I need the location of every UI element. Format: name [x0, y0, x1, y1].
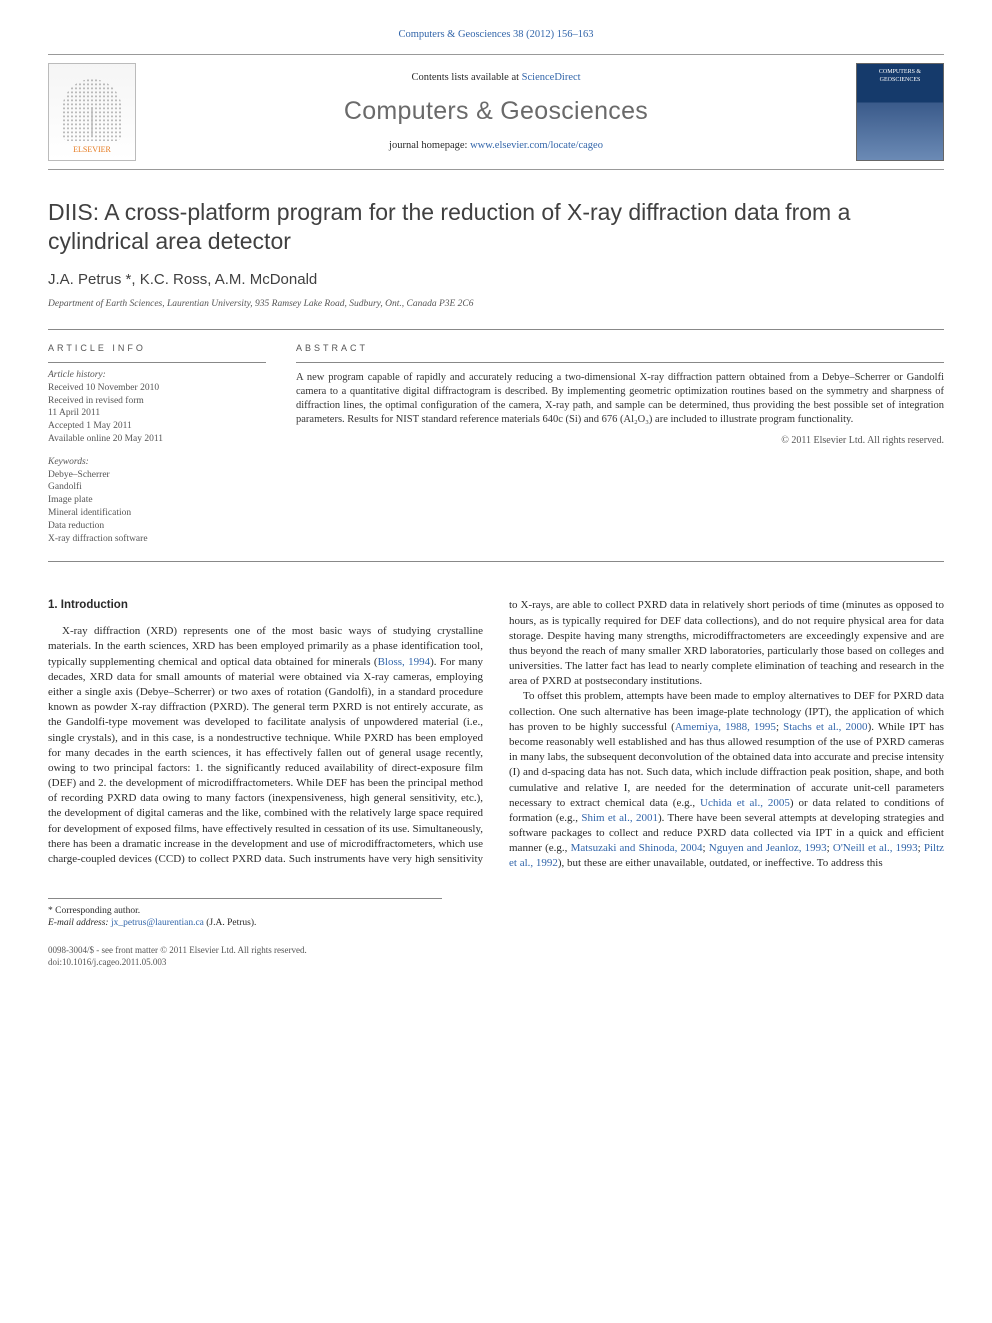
citation-link[interactable]: Bloss, 1994: [378, 656, 431, 668]
citation-link[interactable]: Uchida et al., 2005: [700, 797, 790, 809]
homepage-line: journal homepage: www.elsevier.com/locat…: [148, 139, 844, 153]
homepage-prefix: journal homepage:: [389, 140, 470, 151]
history-accepted: Accepted 1 May 2011: [48, 421, 132, 431]
citation-link[interactable]: Nguyen and Jeanloz, 1993: [709, 842, 827, 854]
keyword: Image plate: [48, 494, 266, 507]
issn-line: 0098-3004/$ - see front matter © 2011 El…: [48, 944, 944, 956]
contents-prefix: Contents lists available at: [411, 72, 521, 83]
top-citation[interactable]: Computers & Geosciences 38 (2012) 156–16…: [48, 28, 944, 42]
footnotes: Corresponding author. E-mail address: jx…: [48, 898, 442, 931]
section-1-heading: 1. Introduction: [48, 598, 483, 614]
abstract-copyright: © 2011 Elsevier Ltd. All rights reserved…: [296, 434, 944, 448]
keyword: Gandolfi: [48, 481, 266, 494]
citation-link[interactable]: Shim et al., 2001: [581, 812, 658, 824]
publisher-logo[interactable]: ELSEVIER: [48, 63, 136, 161]
abstract-label: ABSTRACT: [296, 342, 944, 354]
contents-line: Contents lists available at ScienceDirec…: [148, 71, 844, 85]
email-attribution: (J.A. Petrus).: [204, 918, 257, 928]
keyword: Mineral identification: [48, 507, 266, 520]
authors: J.A. Petrus *, K.C. Ross, A.M. McDonald: [48, 270, 944, 290]
history-revised-1: Received in revised form: [48, 396, 144, 406]
body-text: ). While IPT has become reasonably well …: [509, 721, 944, 809]
keyword: X-ray diffraction software: [48, 533, 266, 546]
abstract-rule: [296, 362, 944, 363]
corresponding-email-line: E-mail address: jx_petrus@laurentian.ca …: [48, 917, 442, 930]
history-received: Received 10 November 2010: [48, 383, 159, 393]
keywords-list: Debye–Scherrer Gandolfi Image plate Mine…: [48, 469, 266, 546]
elsevier-tree-icon: [62, 79, 122, 141]
body-text: ). For many decades, XRD data for small …: [48, 656, 483, 850]
journal-name: Computers & Geosciences: [148, 95, 844, 129]
history-revised-2: 11 April 2011: [48, 408, 100, 418]
keyword: Data reduction: [48, 520, 266, 533]
article-info-row: ARTICLE INFO Article history: Received 1…: [48, 329, 944, 563]
history-label: Article history:: [48, 370, 106, 380]
citation-link[interactable]: Matsuzaki and Shinoda, 2004: [571, 842, 703, 854]
article-history: Article history: Received 10 November 20…: [48, 362, 266, 446]
keywords-label: Keywords:: [48, 457, 89, 467]
body-paragraph: To offset this problem, attempts have be…: [509, 689, 944, 871]
body-text: ), but these are either unavailable, out…: [558, 857, 883, 869]
homepage-link[interactable]: www.elsevier.com/locate/cageo: [470, 140, 603, 151]
affiliation: Department of Earth Sciences, Laurentian…: [48, 298, 944, 311]
article-title: DIIS: A cross-platform program for the r…: [48, 198, 944, 256]
keyword: Debye–Scherrer: [48, 469, 266, 482]
masthead-center: Contents lists available at ScienceDirec…: [136, 71, 856, 153]
email-label: E-mail address:: [48, 918, 111, 928]
history-online: Available online 20 May 2011: [48, 434, 163, 444]
abstract-col: ABSTRACT A new program capable of rapidl…: [296, 342, 944, 546]
keywords-block: Keywords: Debye–Scherrer Gandolfi Image …: [48, 456, 266, 546]
journal-cover-thumb[interactable]: COMPUTERS & GEOSCIENCES: [856, 63, 944, 161]
corresponding-author-note: Corresponding author.: [48, 905, 442, 918]
footer: 0098-3004/$ - see front matter © 2011 El…: [48, 944, 944, 968]
doi-line: doi:10.1016/j.cageo.2011.05.003: [48, 956, 944, 968]
body-columns: 1. Introduction X-ray diffraction (XRD) …: [48, 598, 944, 871]
masthead: ELSEVIER Contents lists available at Sci…: [48, 54, 944, 170]
citation-link[interactable]: O'Neill et al., 1993: [833, 842, 918, 854]
citation-link[interactable]: Amemiya, 1988, 1995: [675, 721, 776, 733]
email-link[interactable]: jx_petrus@laurentian.ca: [111, 918, 204, 928]
cover-caption: COMPUTERS & GEOSCIENCES: [861, 68, 939, 84]
publisher-logo-text: ELSEVIER: [73, 145, 111, 156]
sciencedirect-link[interactable]: ScienceDirect: [522, 72, 581, 83]
citation-link[interactable]: Stachs et al., 2000: [783, 721, 867, 733]
abstract-text: A new program capable of rapidly and acc…: [296, 371, 944, 428]
article-info-label: ARTICLE INFO: [48, 342, 266, 354]
article-info-col: ARTICLE INFO Article history: Received 1…: [48, 342, 266, 546]
